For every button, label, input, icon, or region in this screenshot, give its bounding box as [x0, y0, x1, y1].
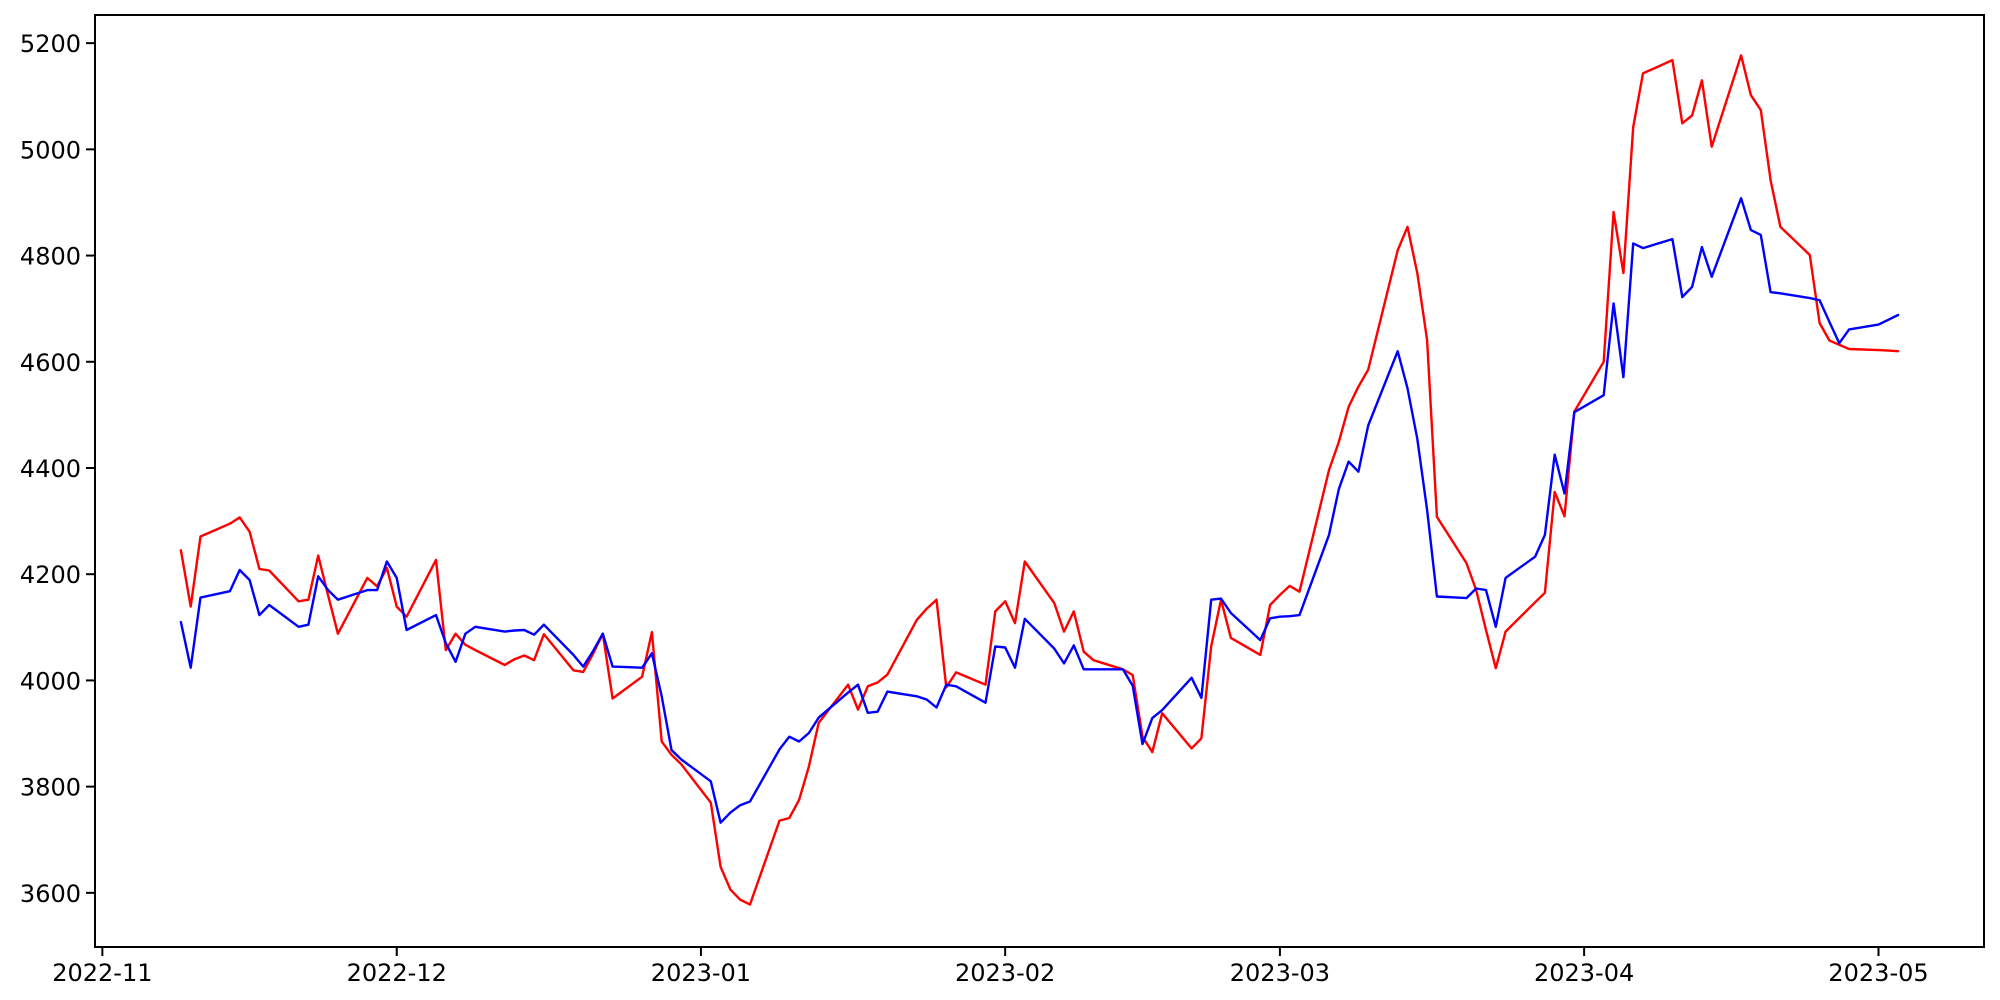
x-tick-label: 2023-04: [1534, 959, 1634, 987]
plot-frame: [94, 14, 1985, 948]
y-tick-label: 5000: [20, 136, 81, 164]
x-tick-label: 2023-05: [1828, 959, 1928, 987]
y-tick-label: 3800: [20, 774, 81, 802]
y-tick-label: 4200: [20, 561, 81, 589]
y-tick-label: 4400: [20, 455, 81, 483]
x-tick-label: 2023-02: [955, 959, 1055, 987]
y-tick-label: 4800: [20, 243, 81, 271]
y-tick-label: 4600: [20, 349, 81, 377]
x-tick-label: 2022-11: [52, 959, 152, 987]
y-tick-label: 5200: [20, 30, 81, 58]
blue-series-line: [179, 196, 1900, 824]
x-tick-label: 2023-01: [651, 959, 751, 987]
x-tick-label: 2022-12: [347, 959, 447, 987]
y-tick-label: 4000: [20, 667, 81, 695]
y-tick-label: 3600: [20, 880, 81, 908]
red-series-line: [179, 54, 1900, 906]
x-tick-label: 2023-03: [1230, 959, 1330, 987]
